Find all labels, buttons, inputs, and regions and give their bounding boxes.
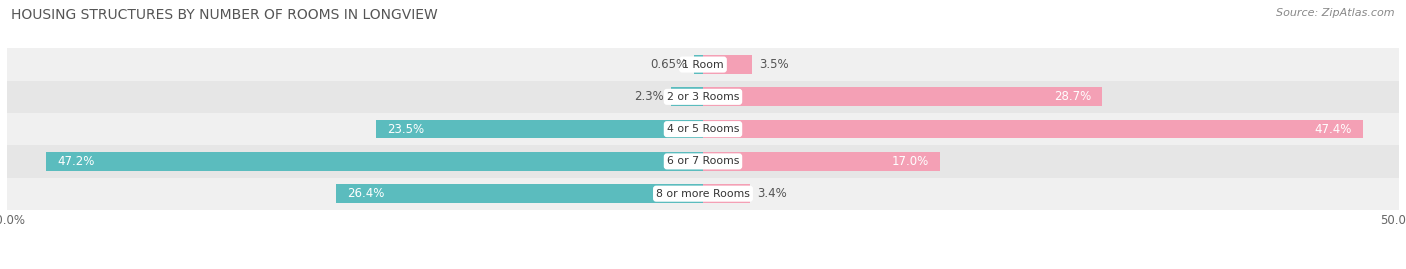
Bar [703,152,939,171]
Text: 3.4%: 3.4% [758,187,787,200]
Bar [703,120,1362,139]
Bar [695,55,703,74]
Text: 3.5%: 3.5% [759,58,789,71]
Text: 1 Room: 1 Room [682,59,724,70]
Text: 2 or 3 Rooms: 2 or 3 Rooms [666,92,740,102]
Bar [671,87,703,106]
Text: 47.4%: 47.4% [1315,123,1351,136]
Text: 23.5%: 23.5% [387,123,425,136]
Text: 8 or more Rooms: 8 or more Rooms [657,189,749,199]
Text: 28.7%: 28.7% [1054,90,1091,103]
Text: HOUSING STRUCTURES BY NUMBER OF ROOMS IN LONGVIEW: HOUSING STRUCTURES BY NUMBER OF ROOMS IN… [11,8,439,22]
Text: 2.3%: 2.3% [634,90,664,103]
Bar [7,113,1399,145]
Text: 0.65%: 0.65% [650,58,688,71]
Bar [7,48,1399,81]
Bar [703,87,1102,106]
Bar [703,184,751,203]
Bar [7,178,1399,210]
Text: 26.4%: 26.4% [347,187,384,200]
Bar [375,120,703,139]
Bar [7,145,1399,178]
Bar [336,184,703,203]
Text: 4 or 5 Rooms: 4 or 5 Rooms [666,124,740,134]
Bar [46,152,703,171]
Bar [703,55,752,74]
Text: 17.0%: 17.0% [891,155,928,168]
Bar [7,81,1399,113]
Text: 47.2%: 47.2% [58,155,94,168]
Text: Source: ZipAtlas.com: Source: ZipAtlas.com [1277,8,1395,18]
Text: 6 or 7 Rooms: 6 or 7 Rooms [666,156,740,167]
